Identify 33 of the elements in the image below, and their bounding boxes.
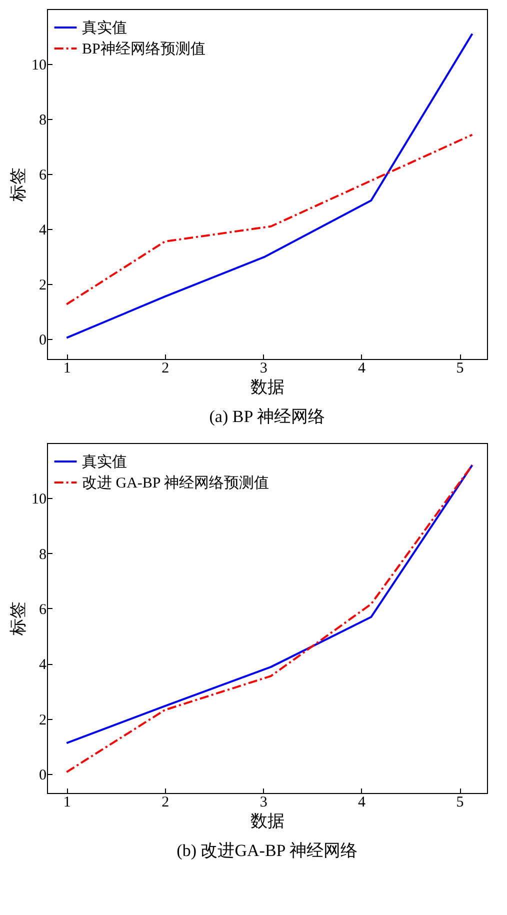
x-tick-label: 3	[260, 794, 268, 810]
legend-label: BP神经网络预测值	[82, 40, 206, 58]
y-tick-label: 6	[39, 602, 47, 618]
y-axis-title: 标签	[8, 168, 28, 202]
x-tick-label: 4	[358, 360, 366, 376]
y-tick-label: 8	[39, 112, 46, 129]
x-tick-label: 1	[63, 360, 71, 376]
y-tick-label: 4	[39, 657, 47, 674]
y-tick-label: 10	[32, 492, 46, 508]
legend-label: 真实值	[82, 454, 127, 470]
y-tick-label: 6	[39, 168, 47, 184]
x-tick-label: 3	[260, 360, 268, 376]
x-tick-label: 5	[456, 794, 464, 810]
y-tick-label: 8	[39, 546, 46, 563]
y-tick-label: 2	[39, 712, 46, 728]
y-tick-label: 0	[39, 332, 46, 349]
line-series	[66, 134, 474, 306]
x-tick-label: 4	[358, 794, 366, 810]
y-tick-label: 4	[39, 222, 47, 239]
legend-label: 改进 GA-BP 神经网络预测值	[82, 474, 269, 492]
y-tick-label: 0	[39, 767, 46, 784]
text: (a) BP 神经网络	[209, 407, 325, 426]
y-tick-label: 2	[39, 278, 46, 294]
x-tick-label: 1	[63, 794, 71, 810]
x-axis-title: 数据	[250, 812, 284, 830]
x-axis-title: 数据	[250, 378, 284, 396]
text: (b) 改进GA-BP 神经网络	[176, 841, 358, 860]
x-tick-label: 2	[162, 360, 170, 376]
legend-label: 真实值	[82, 20, 127, 36]
x-tick-label: 2	[162, 794, 170, 810]
y-tick-label: 10	[32, 58, 46, 74]
y-axis-title: 标签	[8, 602, 28, 636]
x-tick-label: 5	[456, 360, 464, 376]
